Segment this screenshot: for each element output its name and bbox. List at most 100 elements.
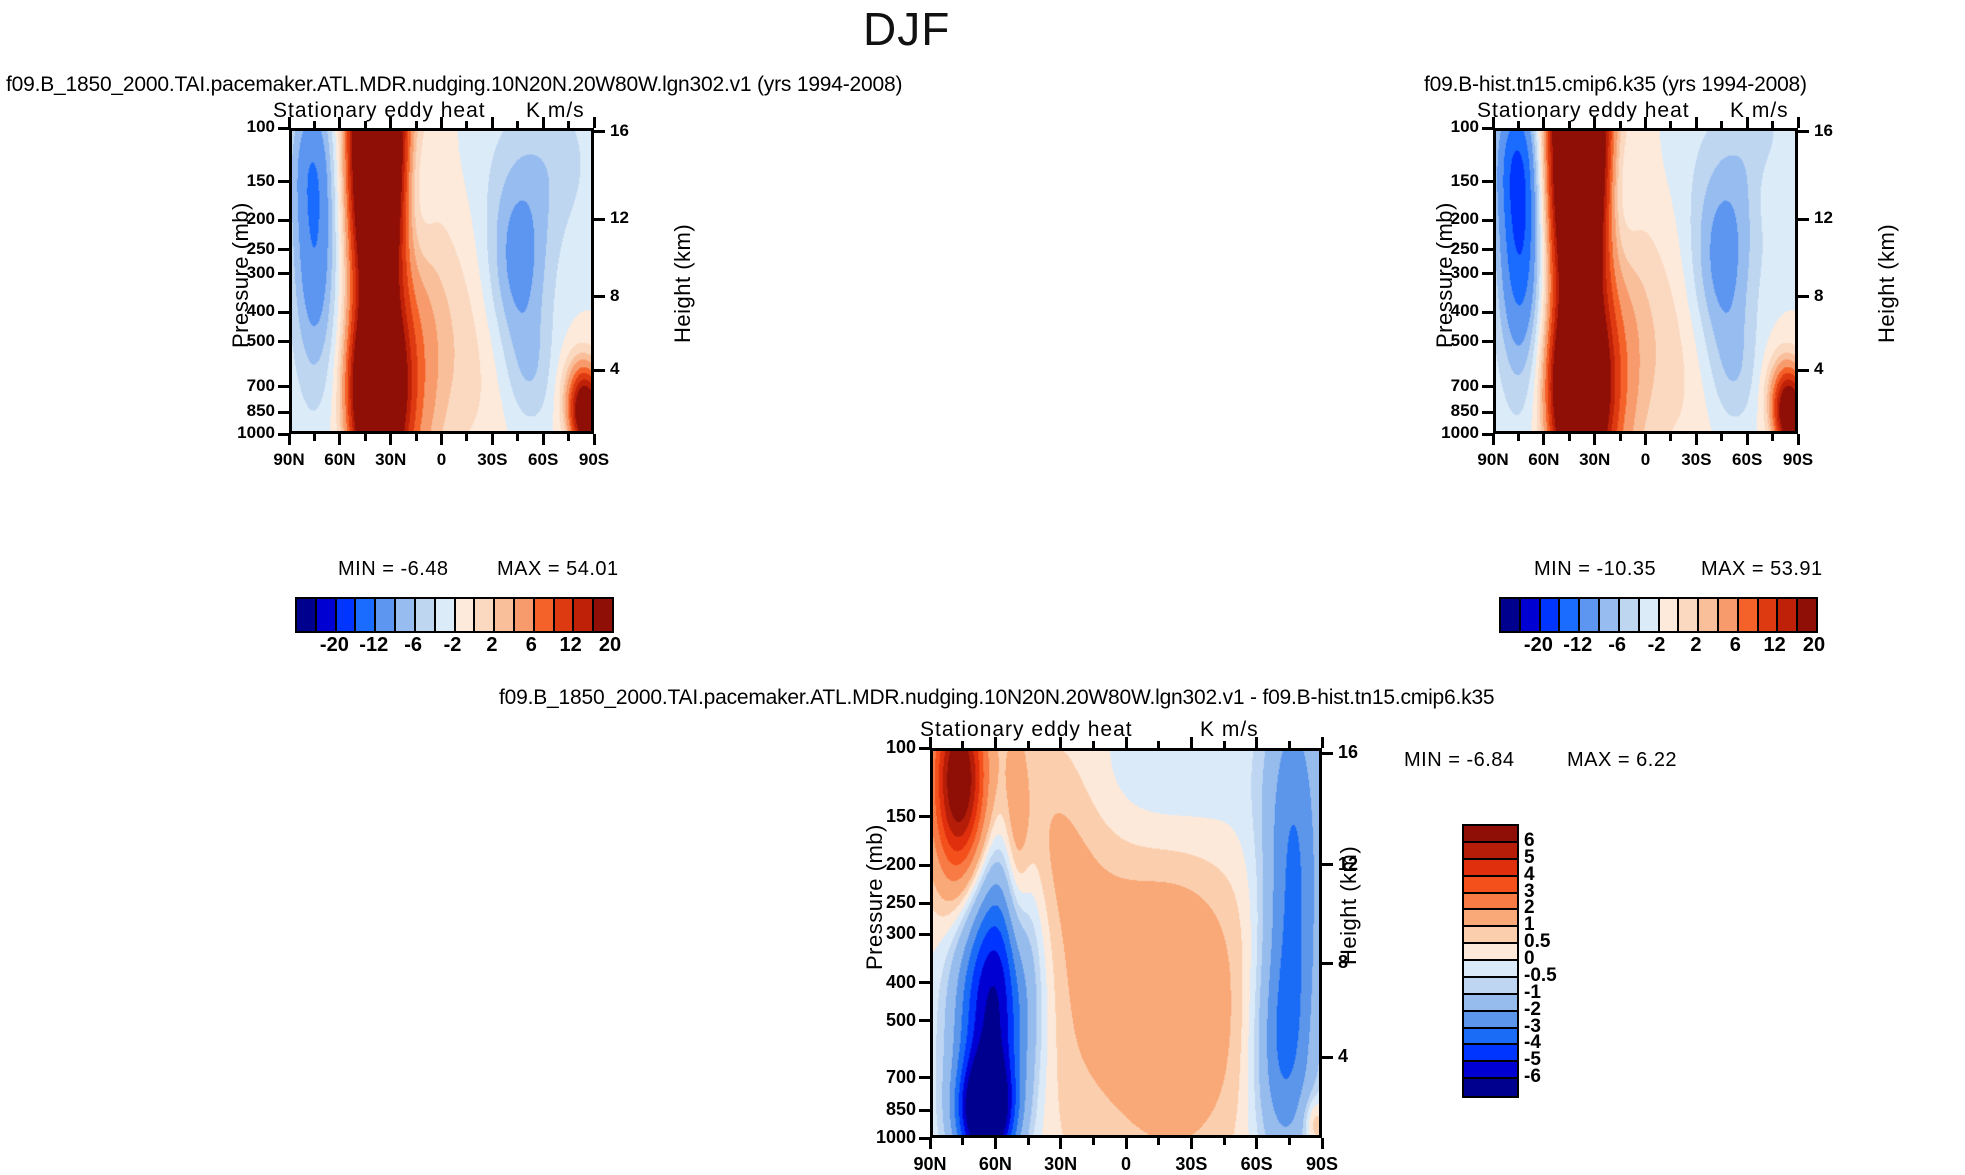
colorbar-right-swatch bbox=[1718, 599, 1739, 631]
minmax-left-max: MAX = 54.01 bbox=[497, 558, 619, 580]
contour-plot-diff[interactable] bbox=[930, 748, 1322, 1138]
axis-left-y-tick-label: 400 bbox=[246, 301, 275, 321]
axis-left-x-tick bbox=[389, 117, 393, 128]
axis-diff-x-tick-label: 0 bbox=[1120, 1154, 1131, 1174]
axis-left-x-tick-label: 30N bbox=[375, 450, 407, 469]
minmax-left-min: MIN = -6.48 bbox=[338, 558, 449, 580]
axis-right-y2-tick-label: 4 bbox=[1814, 359, 1824, 379]
axis-diff-y-tick bbox=[919, 901, 930, 905]
axis-diff-x-tick bbox=[1255, 737, 1259, 748]
axis-left-y-tick bbox=[278, 410, 289, 414]
minmax-right-min: MIN = -10.35 bbox=[1534, 558, 1657, 580]
colorbar-diff-tick-label: 4 bbox=[1524, 863, 1535, 885]
axis-right-x-tick-label: 30S bbox=[1681, 450, 1712, 469]
axis-diff-x-tick bbox=[928, 737, 932, 748]
colorbar-diff-swatch bbox=[1464, 826, 1517, 843]
colorbar-left-swatch bbox=[534, 599, 555, 631]
colorbar-left-swatch bbox=[336, 599, 357, 631]
axis-right-y-tick bbox=[1482, 310, 1493, 314]
axis-left-y-tick bbox=[278, 385, 289, 389]
colorbar-diff-swatch bbox=[1464, 842, 1517, 860]
colorbar-right-tick-label: -2 bbox=[1647, 634, 1666, 656]
axis-right-y-tick-label: 100 bbox=[1450, 117, 1479, 136]
axis-diff-x-tick-label: 60N bbox=[978, 1154, 1012, 1174]
colorbar-left-swatch bbox=[415, 599, 436, 631]
axis-diff-x-tick-label: 30S bbox=[1175, 1154, 1208, 1174]
axis-right-y-tick-label: 150 bbox=[1450, 170, 1479, 190]
colorbar-diff-tick-label: -4 bbox=[1524, 1032, 1541, 1054]
axis-right-x-minor-tick bbox=[1771, 434, 1775, 441]
axis-left-x-tick-label: 0 bbox=[436, 450, 447, 469]
axis-diff-x-tick bbox=[1189, 1138, 1193, 1149]
axis-diff-y-tick-label: 250 bbox=[885, 892, 916, 913]
axis-left-y-tick bbox=[278, 248, 289, 252]
colorbar-right-swatch bbox=[1798, 599, 1816, 631]
panel-title-diff: f09.B_1850_2000.TAI.pacemaker.ATL.MDR.nu… bbox=[499, 686, 1495, 709]
axis-right-x-tick bbox=[1694, 434, 1698, 445]
contour-canvas-diff bbox=[933, 751, 1319, 1135]
axis-right-x-tick bbox=[1796, 434, 1800, 445]
axis-left-x-tick bbox=[592, 434, 596, 445]
axis-right-y-tick-label: 300 bbox=[1450, 262, 1479, 282]
axis-left-y-tick bbox=[278, 218, 289, 222]
axis-left-x-minor-tick bbox=[465, 121, 469, 128]
axis-diff-y-tick bbox=[919, 1076, 930, 1080]
axis-left-x-tick-label: 60S bbox=[528, 450, 559, 469]
axis-right-y-tick bbox=[1482, 432, 1493, 436]
colorbar-right-swatch bbox=[1659, 599, 1680, 631]
contour-canvas-left bbox=[292, 131, 591, 431]
colorbar-right-swatch bbox=[1600, 599, 1620, 631]
axis-diff-x-minor-tick bbox=[1091, 1138, 1095, 1145]
axis-diff-y-tick bbox=[919, 746, 930, 750]
colorbar-diff-swatch bbox=[1464, 1079, 1517, 1096]
axis-left-x-minor-tick bbox=[363, 121, 367, 128]
axis-left-x-minor-tick bbox=[567, 434, 571, 441]
axis-diff-y2-tick bbox=[1322, 863, 1333, 867]
axis-diff-x-minor-tick bbox=[1026, 1138, 1030, 1145]
axis-diff-y-tick-label: 500 bbox=[885, 1009, 916, 1030]
colorbar-left-swatch bbox=[356, 599, 377, 631]
plot-header-left-units: K m/s bbox=[526, 99, 585, 122]
axis-diff-x-minor-tick bbox=[961, 1138, 965, 1145]
colorbar-left-swatch bbox=[435, 599, 456, 631]
colorbar-left[interactable] bbox=[295, 597, 614, 633]
axis-right-x-tick-label: 0 bbox=[1640, 450, 1651, 469]
colorbar-right-tick-label: 2 bbox=[1690, 634, 1702, 656]
axis-left-x-tick bbox=[541, 117, 545, 128]
axis-diff-x-tick bbox=[1059, 737, 1063, 748]
axis-left-y2-tick-label: 4 bbox=[610, 359, 620, 379]
colorbar-left-tick-label: 2 bbox=[486, 634, 498, 656]
axis-right-x-tick-label: 60N bbox=[1528, 450, 1560, 469]
axis-left-x-minor-tick bbox=[516, 434, 520, 441]
axis-left-y-tick-label: 850 bbox=[246, 401, 275, 421]
axis-left-x-minor-tick bbox=[312, 434, 316, 441]
axis-right-y-tick-label: 500 bbox=[1450, 330, 1479, 350]
contour-plot-right[interactable] bbox=[1493, 128, 1798, 434]
axis-diff-x-minor-tick bbox=[1026, 741, 1030, 748]
colorbar-diff-swatch bbox=[1464, 910, 1517, 928]
axis-diff-y-tick-label: 150 bbox=[885, 805, 916, 826]
axis-right-x-tick bbox=[1491, 117, 1495, 128]
colorbar-right[interactable] bbox=[1499, 597, 1818, 633]
axis-right-x-minor-tick bbox=[1516, 434, 1520, 441]
colorbar-right-swatch bbox=[1738, 599, 1759, 631]
axis-left-y-tick bbox=[278, 432, 289, 436]
axis-right-y2-tick bbox=[1798, 217, 1809, 221]
axis-left-x-minor-tick bbox=[567, 121, 571, 128]
colorbar-diff-vertical[interactable] bbox=[1462, 824, 1519, 1098]
colorbar-left-tick-label: 12 bbox=[559, 634, 582, 656]
axis-diff-x-minor-tick bbox=[1222, 741, 1226, 748]
colorbar-left-tick-label: -20 bbox=[319, 634, 349, 656]
axis-right-y2-tick-label: 8 bbox=[1814, 285, 1824, 305]
axis-diff-x-tick bbox=[1320, 1138, 1324, 1149]
axis-right-x-tick-label: 60S bbox=[1732, 450, 1763, 469]
minmax-right-max: MAX = 53.91 bbox=[1701, 558, 1823, 580]
colorbar-left-tick-label: -6 bbox=[404, 634, 423, 656]
axis-diff-x-minor-tick bbox=[1091, 741, 1095, 748]
axis-right-y2-tick bbox=[1798, 295, 1809, 299]
colorbar-left-swatch bbox=[554, 599, 575, 631]
axis-right-x-tick bbox=[1644, 117, 1647, 128]
axis-left-y-tick-label: 200 bbox=[246, 209, 275, 229]
contour-plot-left[interactable] bbox=[289, 128, 594, 434]
colorbar-right-swatch bbox=[1679, 599, 1700, 631]
